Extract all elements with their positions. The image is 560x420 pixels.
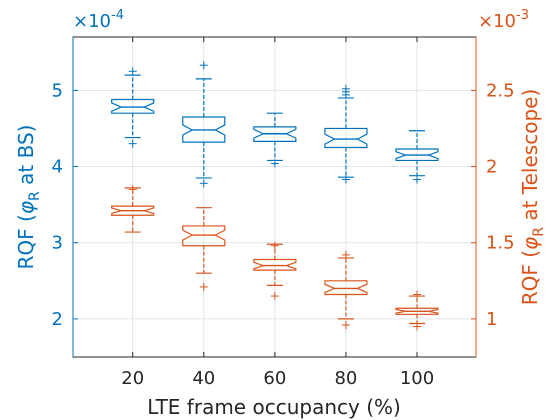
right-multiplier-exponent: -3 [516,8,529,23]
left-tick-label: 3 [52,233,63,254]
box-right-80 [324,250,368,329]
iqr-box [111,98,155,114]
iqr-box [395,148,439,162]
x-tick-label: 80 [334,368,357,389]
iqr-box [324,127,368,149]
right-tick-label: 1.5 [486,233,515,254]
iqr-box [111,205,155,216]
left-tick-label: 4 [52,157,63,178]
left-tick-label: 5 [52,80,63,101]
box-left-60 [253,112,297,168]
left-label-sub: R [27,191,43,201]
right-axis-ticks: 1 1.5 2 2.5 [471,80,515,330]
right-tick-label: 1 [486,309,497,330]
left-label-suffix: at BS) [14,125,38,192]
iqr-box [395,307,439,315]
x-tick-label: 100 [400,368,434,389]
iqr-box [182,225,226,247]
iqr-box [253,126,297,142]
x-axis-label: LTE frame occupancy (%) [147,395,401,419]
right-label-sub: R [531,227,547,237]
right-axis-multiplier: ×10-3 [478,8,529,32]
iqr-box [324,280,368,296]
left-label-phi: φ [14,201,38,214]
left-axis-multiplier: ×10-4 [73,8,124,32]
box-plots [111,61,439,331]
right-tick-label: 2 [486,157,497,178]
right-label-prefix: RQF ( [518,250,542,305]
box-left-40 [182,61,226,188]
box-right-20 [111,185,155,233]
x-tick-label: 40 [192,368,215,389]
x-tick-label: 60 [263,368,286,389]
right-label-suffix: at Telescope) [518,89,542,227]
x-axis-ticks: 20 40 60 80 100 [121,37,434,389]
iqr-box [253,258,297,271]
box-left-20 [111,67,155,148]
box-right-40 [182,207,226,291]
box-right-100 [395,290,439,331]
box-left-80 [324,84,368,184]
box-right-60 [253,241,297,301]
iqr-box [182,116,226,143]
left-label-prefix: RQF ( [14,214,38,269]
left-tick-label: 2 [52,309,63,330]
left-multiplier-exponent: -4 [111,8,124,23]
right-label-phi: φ [518,237,542,250]
box-left-100 [395,130,439,184]
right-axis-label: RQF (φR at Telescope) [518,89,547,306]
right-multiplier-base: ×10 [478,11,516,32]
grid [73,37,476,357]
x-tick-label: 20 [121,368,144,389]
right-tick-label: 2.5 [486,80,515,101]
left-axis-label: RQF (φR at BS) [14,125,43,270]
left-axis-ticks: 2 3 4 5 [52,80,78,330]
left-multiplier-base: ×10 [73,11,111,32]
